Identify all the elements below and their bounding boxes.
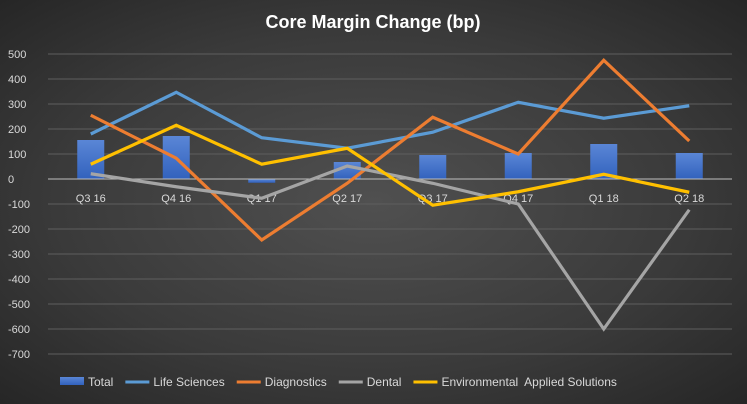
y-tick-label: 300 [8,99,26,111]
legend-label: Diagnostics [265,375,327,389]
y-tick-label: -700 [8,349,30,361]
bar-total [248,179,276,183]
y-tick-label: -300 [8,249,30,261]
x-tick-label: Q2 17 [332,193,362,205]
y-tick-label: 500 [8,49,26,61]
legend-label: Dental [367,375,402,389]
y-tick-label: -500 [8,299,30,311]
legend-label: Life Sciences [153,375,224,389]
legend-label: Environmental Applied Solutions [441,375,616,389]
y-tick-label: 100 [8,149,26,161]
x-tick-label: Q2 18 [674,193,704,205]
x-tick-label: Q4 16 [161,193,191,205]
bar-total [675,153,703,179]
line-dental [90,164,691,332]
y-tick-label: 0 [8,174,14,186]
legend: Total Life Sciences Diagnostics Dental Envir… [60,375,617,389]
y-tick-label: -400 [8,274,30,286]
legend-label: Total [88,375,113,389]
x-tick-label: Q3 16 [76,193,106,205]
line-diagnostics [90,57,691,243]
x-tick-label: Q1 18 [589,193,619,205]
y-tick-label: -200 [8,224,30,236]
y-tick-label: -100 [8,199,30,211]
y-tick-label: 400 [8,74,26,86]
y-tick-label: 200 [8,124,26,136]
line-environmental-applied-solutions [90,123,690,207]
line-life-sciences [90,90,690,150]
chart-title: Core Margin Change (bp) [266,12,481,32]
bar-total [419,155,447,179]
legend-swatch [60,377,84,385]
bar-total [504,153,532,179]
y-tick-label: -600 [8,324,30,336]
